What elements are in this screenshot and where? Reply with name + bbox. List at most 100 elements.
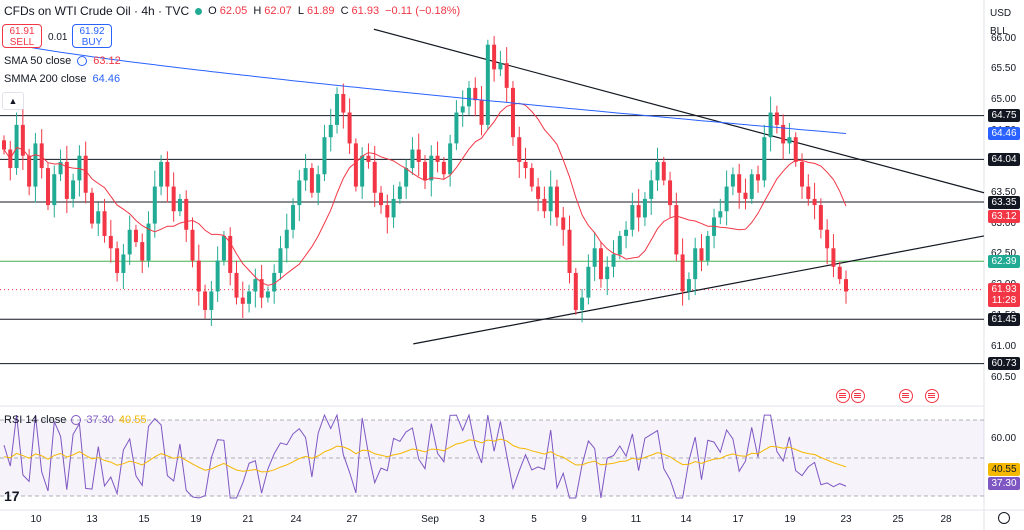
x-tick-label: 15 [138, 514, 150, 525]
price-tag: 64.75 [988, 109, 1020, 123]
candle-body [322, 137, 327, 175]
x-tick-label: 9 [581, 514, 587, 525]
buy-button[interactable]: 61.92 BUY [72, 24, 112, 48]
indicator-name: SMMA 200 close [4, 73, 87, 85]
candle-body [102, 211, 107, 236]
price-tag: 64.46 [988, 127, 1020, 141]
open-value: 62.05 [219, 5, 248, 17]
ascending-trendline [413, 235, 985, 345]
x-tick-label: 23 [840, 514, 852, 525]
price-tag: 63.12 [988, 209, 1020, 223]
economic-event-icon[interactable] [836, 389, 850, 403]
candle-body [668, 180, 673, 206]
y-tick-label: 61.00 [991, 340, 1017, 352]
candle-body [297, 180, 302, 206]
chart-settings-icon[interactable] [998, 512, 1010, 524]
candle-body [96, 211, 101, 224]
candle-body [410, 149, 415, 169]
candle-body [39, 143, 44, 169]
us-flag-icon[interactable] [925, 389, 939, 403]
indicator-sma50[interactable]: SMA 50 close 63.12 [4, 55, 121, 67]
x-tick-label: 24 [290, 514, 302, 525]
candle-body [573, 272, 578, 310]
close-label: C [340, 5, 349, 17]
candle-body [184, 198, 189, 230]
x-tick-label: 14 [680, 514, 692, 525]
us-flag-icon[interactable] [899, 389, 913, 403]
price-tag: 63.35 [988, 195, 1020, 209]
candle-body [800, 161, 805, 187]
indicator-value: 64.46 [92, 73, 121, 85]
candle-body [523, 161, 528, 169]
candle-body [20, 124, 25, 156]
low-value: 61.89 [306, 5, 335, 17]
candle-body [83, 155, 88, 193]
us-flag-icon[interactable] [851, 389, 865, 403]
candle-body [479, 100, 484, 125]
candle-body [825, 229, 830, 249]
candle-body [441, 161, 446, 175]
candle-body [724, 186, 729, 212]
close-value: 61.93 [351, 5, 380, 17]
candle-body [416, 149, 421, 162]
indicator-smma200[interactable]: SMMA 200 close 64.46 [4, 73, 120, 85]
y-tick-label: 63.00 [991, 217, 1017, 229]
indicator-name: SMA 50 close [4, 55, 72, 67]
candle-body [630, 205, 635, 230]
candle-body [749, 174, 754, 199]
candle-body [473, 87, 478, 101]
candle-body [52, 174, 57, 206]
collapse-indicators-button[interactable]: ▲ [2, 92, 24, 110]
y-tick-label: 65.50 [991, 63, 1017, 75]
currency-selector[interactable]: USD [990, 8, 1012, 19]
sell-price: 61.91 [9, 26, 35, 37]
candle-body [818, 205, 823, 230]
candle-body [812, 198, 817, 206]
settings-icon[interactable] [77, 56, 88, 66]
symbol-title[interactable]: CFDs on WTI Crude Oil · 4h · TVC [4, 4, 190, 18]
candle-body [548, 186, 553, 212]
candle-body [806, 186, 811, 199]
candle-body [89, 192, 94, 224]
candle-body [598, 248, 603, 280]
candle-body [71, 180, 76, 199]
rsi-name: RSI 14 close [4, 414, 67, 426]
candle-body [353, 143, 358, 187]
candle-body [234, 272, 239, 298]
candle-body [693, 248, 698, 280]
x-tick-label: 21 [242, 514, 254, 525]
sell-button[interactable]: 61.91 SELL [2, 24, 42, 48]
candle-body [485, 44, 490, 125]
candle-body [127, 229, 132, 255]
x-tick-label: 17 [732, 514, 744, 525]
x-tick-label: 19 [190, 514, 202, 525]
candle-body [385, 205, 390, 218]
candle-body [448, 143, 453, 175]
candle-body [291, 205, 296, 230]
ohlc-readout: O 62.05 H 62.07 L 61.89 C 61.93 −0.11 (−0.18… [208, 5, 463, 17]
candle-body [115, 248, 120, 273]
settings-icon[interactable] [71, 415, 82, 425]
candle-body [611, 254, 616, 267]
candle-body [165, 161, 170, 187]
candle-body [58, 161, 63, 175]
y-tick-label: 66.00 [991, 32, 1017, 44]
candle-body [190, 229, 195, 261]
candle-body [27, 155, 32, 187]
candle-body [303, 168, 308, 181]
candle-body [228, 235, 233, 273]
rsi-legend[interactable]: RSI 14 close 37.30 40.55 [4, 414, 146, 426]
candle-body [247, 291, 252, 304]
candle-body [756, 174, 761, 181]
candle-body [272, 272, 277, 292]
candle-body [529, 168, 534, 187]
candle-body [844, 279, 848, 292]
candle-body [159, 161, 164, 187]
rsi-ma-line [3, 438, 847, 473]
unit-selector[interactable]: BLL [990, 26, 1008, 37]
candle-body [360, 155, 365, 187]
candle-body [284, 229, 289, 249]
candle-body [121, 254, 126, 273]
candle-body [781, 124, 786, 144]
